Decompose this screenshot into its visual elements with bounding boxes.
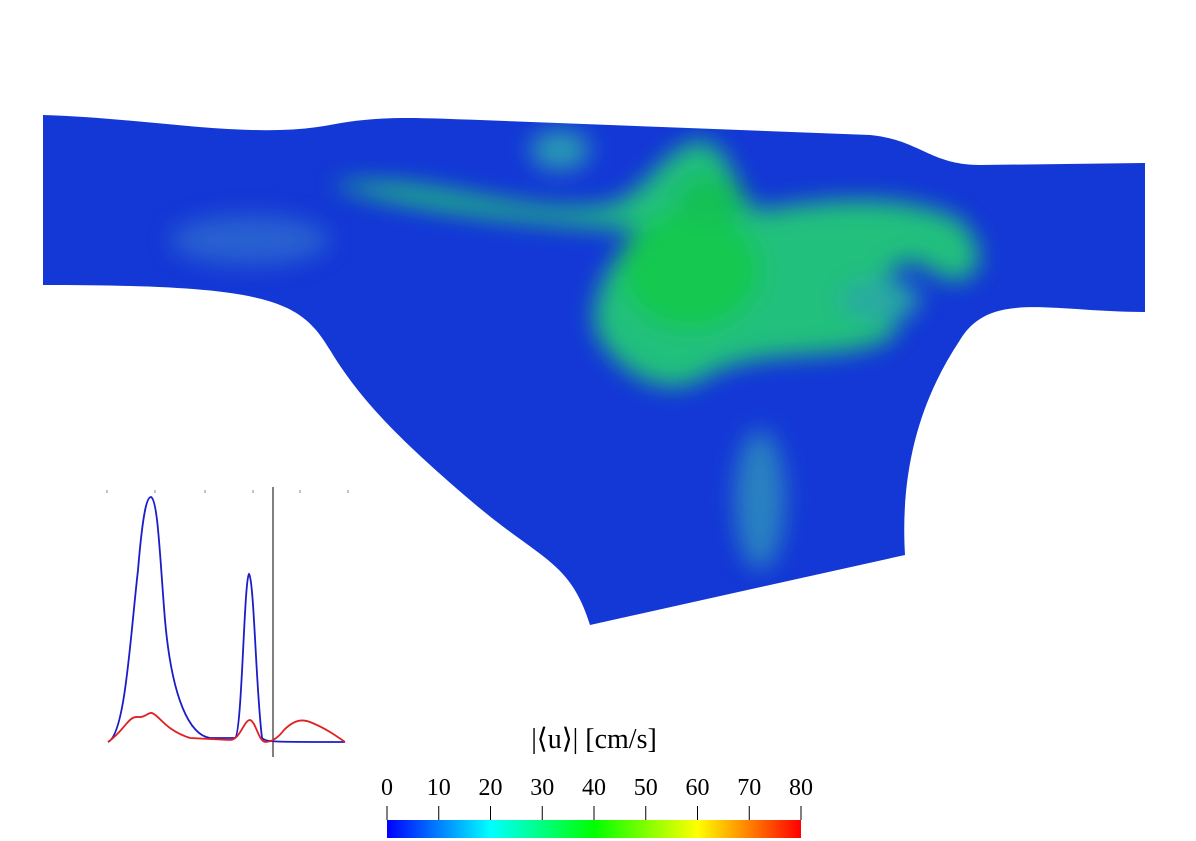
colorbar-tick-label: 60 [686, 775, 710, 801]
colorbar-title: |⟨u⟩| [cm/s] [531, 724, 657, 755]
colorbar-tick-label: 70 [737, 775, 761, 801]
colorbar-tick-label: 40 [582, 775, 606, 801]
colorbar-tick-label: 10 [427, 775, 451, 801]
flow-field [43, 115, 1145, 625]
colorbar [387, 820, 801, 838]
colorbar-tick-label: 20 [479, 775, 503, 801]
colorbar-tick-label: 30 [530, 775, 554, 801]
colorbar-tick-label: 80 [789, 775, 813, 801]
colorbar-tick-label: 0 [381, 775, 393, 801]
colorbar-tick-label: 50 [634, 775, 658, 801]
inset-plot [106, 487, 349, 757]
